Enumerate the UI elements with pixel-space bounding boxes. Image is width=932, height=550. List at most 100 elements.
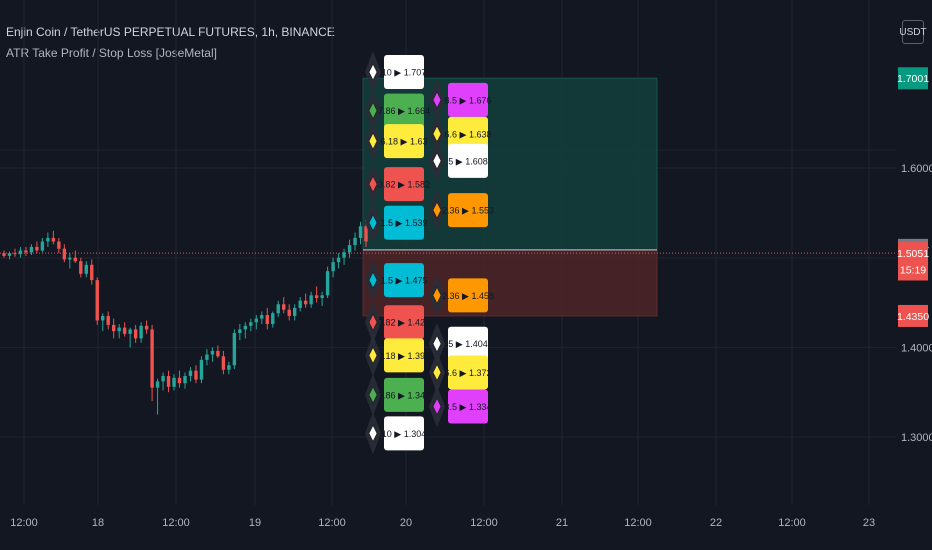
candle-body xyxy=(238,329,242,333)
candle xyxy=(298,297,302,312)
candle xyxy=(111,318,116,339)
symbol-title[interactable]: Enjin Coin / TetherUS PERPETUAL FUTURES,… xyxy=(6,25,335,39)
x-tick-label: 23 xyxy=(863,517,875,529)
candle-body xyxy=(287,309,291,316)
marker-label-text: 3.82 ▶ 1.428 xyxy=(378,318,430,328)
marker-label-text: 6.6 ▶ 1.638 xyxy=(445,129,492,139)
y-tick-label: 1.6000 xyxy=(901,163,932,175)
candle-body xyxy=(2,253,6,256)
candle xyxy=(271,311,275,328)
currency-selector[interactable]: USDT xyxy=(899,20,927,44)
marker-diamond xyxy=(432,397,442,416)
atr-level-marker: 6.18 ▶ 1.391 xyxy=(365,334,430,377)
price-axis-label-text: 1.7001 xyxy=(897,73,929,85)
atr-level-marker: 2.36 ▶ 1.458 xyxy=(429,274,494,317)
candle-body xyxy=(84,264,88,274)
marker-diamond xyxy=(432,201,442,219)
candle-body xyxy=(90,264,94,281)
indicator-title[interactable]: ATR Take Profit / Stop Loss [JoseMetal] xyxy=(6,46,217,60)
candle xyxy=(57,237,61,254)
price-axis-label: 1.4350 xyxy=(897,304,929,327)
marker-diamond xyxy=(432,152,442,170)
candle xyxy=(199,356,204,384)
candle xyxy=(314,286,319,303)
candle-body xyxy=(144,325,149,330)
candle xyxy=(347,239,352,258)
candle-body xyxy=(325,271,330,296)
candle xyxy=(249,318,253,332)
x-tick-label: 20 xyxy=(400,517,412,529)
atr-level-marker: 3.82 ▶ 1.582 xyxy=(365,163,430,206)
candle-body xyxy=(79,261,83,274)
candle-body xyxy=(353,237,357,246)
candle xyxy=(40,237,45,253)
candle xyxy=(325,266,330,299)
candle xyxy=(265,307,269,330)
candle xyxy=(216,345,220,359)
marker-label-box xyxy=(384,338,424,373)
marker-label-text: 1.5 ▶ 1.475 xyxy=(381,276,428,286)
candle-body xyxy=(216,350,220,357)
candle xyxy=(260,311,264,325)
marker-label-text: 7.86 ▶ 1.347 xyxy=(378,390,430,400)
candle-body xyxy=(298,300,302,308)
candle xyxy=(139,322,143,343)
candle-body xyxy=(101,315,105,321)
candle xyxy=(342,248,346,265)
marker-label-box xyxy=(448,82,488,117)
candle xyxy=(254,315,259,330)
candle xyxy=(18,246,23,258)
marker-label-box xyxy=(384,263,424,298)
candle-body xyxy=(73,257,78,262)
candle-body xyxy=(46,237,50,242)
marker-label-text: 6.18 ▶ 1.63 xyxy=(381,137,428,147)
candle xyxy=(51,230,56,245)
x-tick-label: 12:00 xyxy=(624,517,652,529)
candle xyxy=(150,324,154,402)
atr-level-marker: 7.86 ▶ 1.664 xyxy=(365,89,430,132)
candle xyxy=(133,324,138,343)
candle-body xyxy=(155,381,160,388)
candle-body xyxy=(254,318,259,323)
price-axis-label: 1.7001 xyxy=(897,67,929,90)
candle xyxy=(95,277,99,325)
marker-diamond xyxy=(432,286,442,304)
y-tick-label: 1.4000 xyxy=(901,342,932,354)
atr-level-marker: 10 ▶ 1.304 xyxy=(365,412,426,455)
candle-body xyxy=(205,354,209,360)
candle-body xyxy=(40,241,45,251)
marker-label-box xyxy=(384,377,424,412)
candle-body xyxy=(199,359,204,380)
candle xyxy=(194,365,198,384)
atr-level-marker: 6.6 ▶ 1.638 xyxy=(429,112,492,155)
candle xyxy=(183,372,187,389)
candle xyxy=(79,257,83,278)
candle xyxy=(320,291,324,307)
candle-body xyxy=(18,250,23,255)
candle-body xyxy=(51,237,56,242)
marker-label-box xyxy=(448,278,488,313)
candle xyxy=(221,350,226,375)
candle-body xyxy=(265,315,269,325)
marker-diamond xyxy=(368,346,378,365)
marker-diamond xyxy=(368,313,378,331)
candle xyxy=(144,320,149,334)
candle-body xyxy=(122,327,127,334)
candle xyxy=(68,253,72,269)
candle-body xyxy=(320,295,324,299)
candle xyxy=(29,244,34,255)
marker-label-box xyxy=(384,93,424,128)
marker-label-text: 5 ▶ 1.404 xyxy=(448,339,487,349)
candle xyxy=(336,253,341,269)
marker-label-box xyxy=(384,55,424,90)
candle-body xyxy=(260,315,264,319)
candle xyxy=(117,324,121,339)
candle xyxy=(161,372,165,391)
candle xyxy=(303,293,308,308)
x-tick-label: 18 xyxy=(92,517,104,529)
candle xyxy=(155,378,160,415)
x-tick-label: 21 xyxy=(556,517,568,529)
candle xyxy=(122,322,127,337)
